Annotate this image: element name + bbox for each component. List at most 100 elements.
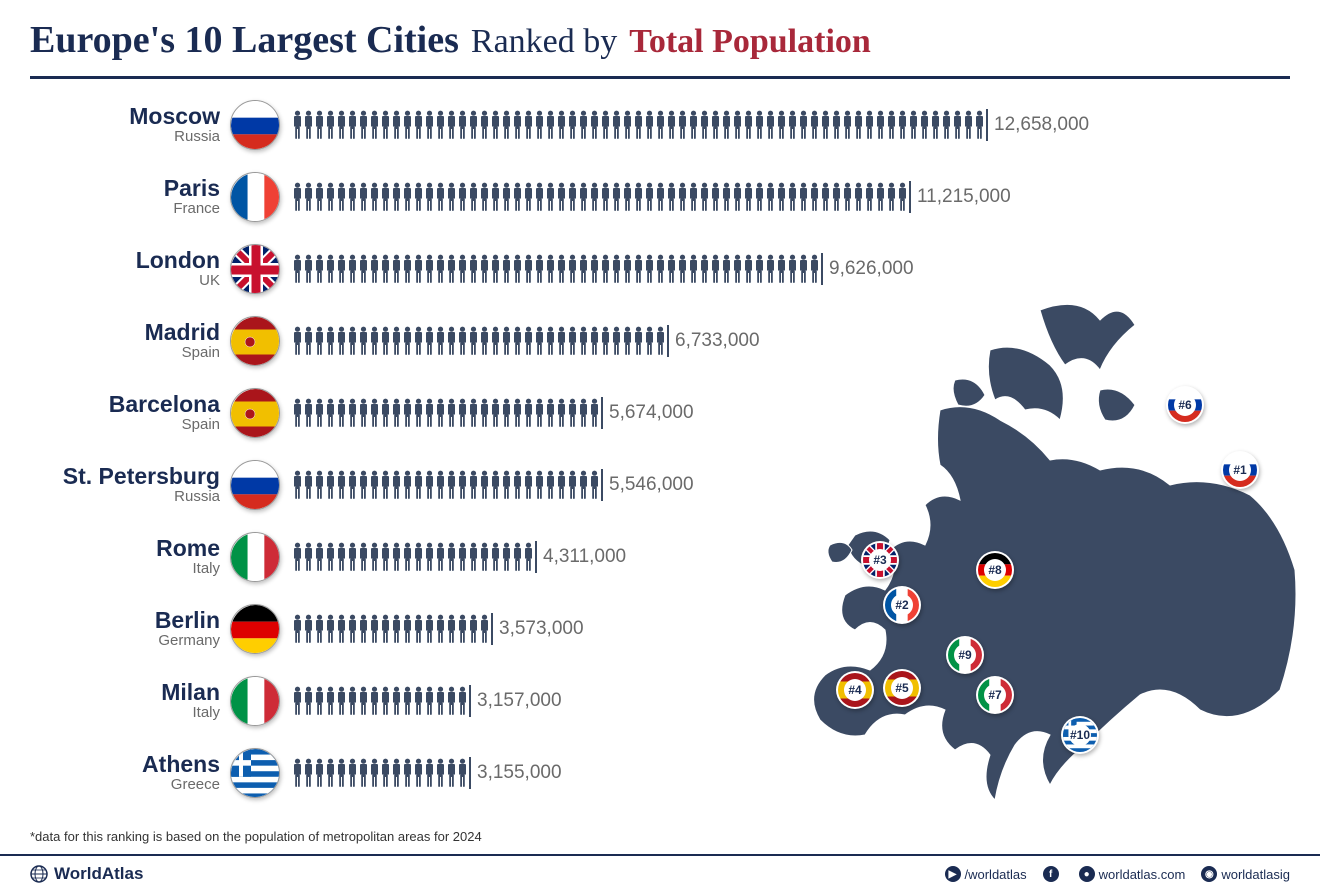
social-label: worldatlasig (1221, 867, 1290, 882)
person-icon (336, 326, 347, 356)
person-icon (545, 326, 556, 356)
flag-icon (230, 100, 280, 150)
person-icon (589, 182, 600, 212)
person-icon (358, 182, 369, 212)
person-icon (919, 110, 930, 140)
bar-end (601, 397, 603, 429)
bar-end (601, 469, 603, 501)
person-icon (435, 614, 446, 644)
person-icon (347, 182, 358, 212)
person-icon (347, 470, 358, 500)
person-icon (655, 182, 666, 212)
marker-rank: #4 (844, 679, 866, 701)
person-icon (336, 182, 347, 212)
social-link[interactable]: ▶/worldatlas (945, 866, 1027, 882)
person-icon (413, 110, 424, 140)
person-icon (446, 326, 457, 356)
map-marker: #6 (1166, 386, 1204, 424)
population-value: 5,674,000 (609, 402, 694, 424)
population-value: 11,215,000 (917, 186, 1011, 208)
person-icon (303, 758, 314, 788)
person-icon (314, 254, 325, 284)
flag-icon (230, 172, 280, 222)
person-icon (402, 614, 413, 644)
person-icon (512, 326, 523, 356)
person-icon (655, 254, 666, 284)
socials: ▶/worldatlas f ●worldatlas.com ◉worldatlasi… (945, 866, 1291, 882)
city-label: Barcelona Spain (30, 393, 230, 434)
person-icon (886, 110, 897, 140)
person-icon (369, 470, 380, 500)
marker-rank: #6 (1174, 394, 1196, 416)
city-label: Paris France (30, 177, 230, 218)
person-icon (336, 686, 347, 716)
person-icon (776, 182, 787, 212)
person-icon (930, 110, 941, 140)
person-icon (864, 182, 875, 212)
brand-label: WorldAtlas (54, 864, 143, 884)
person-icon (413, 470, 424, 500)
person-icon (589, 470, 600, 500)
person-icon (468, 470, 479, 500)
map-marker: #4 (836, 671, 874, 709)
person-icon (424, 758, 435, 788)
person-icon (347, 110, 358, 140)
person-icon (831, 182, 842, 212)
person-icon (512, 110, 523, 140)
person-icon (468, 182, 479, 212)
social-link[interactable]: ●worldatlas.com (1079, 866, 1186, 882)
person-icon (457, 542, 468, 572)
person-icon (303, 110, 314, 140)
social-link[interactable]: ◉worldatlasig (1201, 866, 1290, 882)
person-icon (413, 614, 424, 644)
city-name: Athens (30, 753, 220, 776)
person-icon (545, 110, 556, 140)
person-icon (380, 398, 391, 428)
marker-rank: #5 (891, 677, 913, 699)
person-icon (732, 182, 743, 212)
person-icon (798, 182, 809, 212)
city-name: Milan (30, 681, 220, 704)
person-icon (457, 470, 468, 500)
person-icon (622, 254, 633, 284)
person-icon (314, 542, 325, 572)
person-icon (545, 254, 556, 284)
person-icon (468, 254, 479, 284)
pictogram-bar: 12,658,000 (292, 109, 1290, 141)
person-icon (314, 326, 325, 356)
country-name: France (30, 200, 220, 218)
person-icon (468, 542, 479, 572)
person-icon (743, 110, 754, 140)
person-icon (644, 254, 655, 284)
person-icon (479, 182, 490, 212)
person-icon (303, 542, 314, 572)
map-marker: #8 (976, 551, 1014, 589)
title-light: Ranked by (471, 23, 617, 61)
social-icon: ▶ (945, 866, 961, 882)
person-icon (908, 110, 919, 140)
city-name: Rome (30, 537, 220, 560)
flag-icon (230, 388, 280, 438)
person-icon (523, 398, 534, 428)
person-icon (556, 398, 567, 428)
marker-rank: #9 (954, 644, 976, 666)
city-name: Berlin (30, 609, 220, 632)
bar-end (491, 613, 493, 645)
map-marker: #7 (976, 676, 1014, 714)
bar-end (821, 253, 823, 285)
person-icon (292, 326, 303, 356)
person-icon (303, 254, 314, 284)
person-icon (875, 110, 886, 140)
person-icon (314, 398, 325, 428)
person-icon (325, 254, 336, 284)
person-icon (501, 398, 512, 428)
person-icon (787, 254, 798, 284)
person-icon (578, 182, 589, 212)
person-icon (446, 470, 457, 500)
social-link[interactable]: f (1043, 866, 1063, 882)
person-icon (369, 758, 380, 788)
person-icon (523, 254, 534, 284)
person-icon (402, 470, 413, 500)
person-icon (336, 542, 347, 572)
population-value: 3,573,000 (499, 618, 584, 640)
